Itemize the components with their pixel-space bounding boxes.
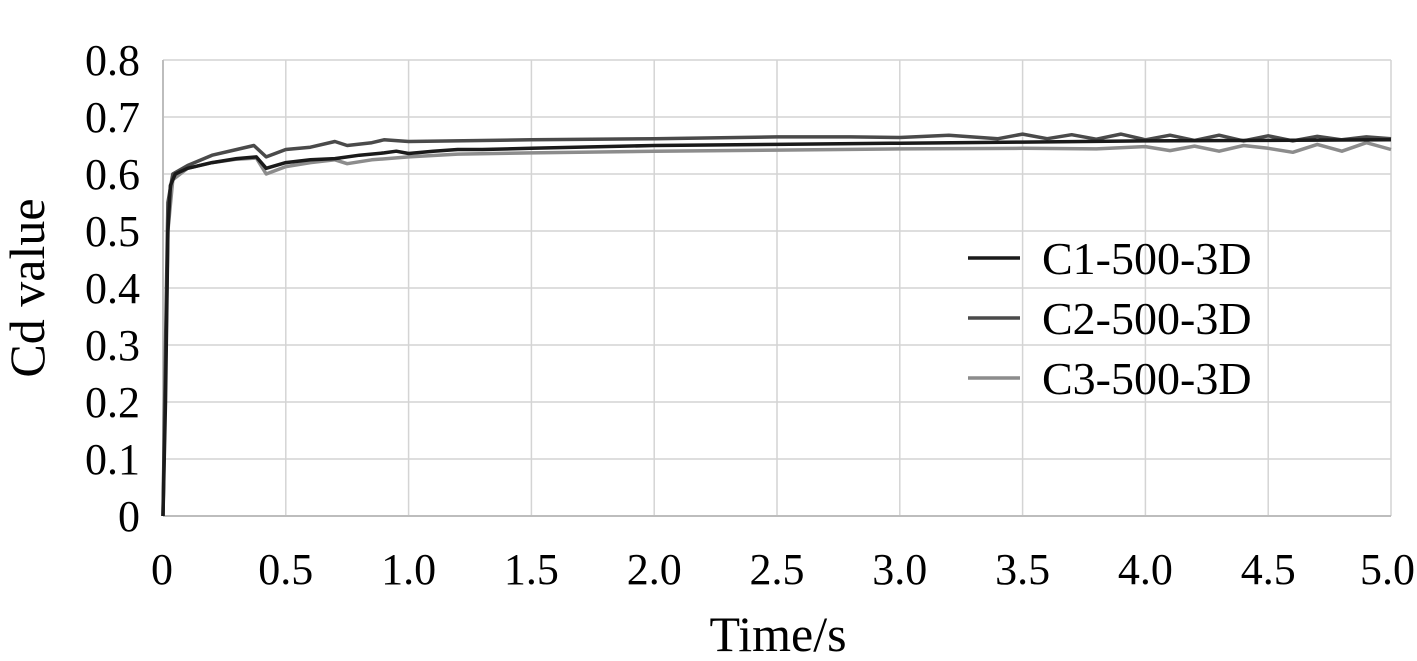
series-lines [161,132,1392,517]
y-tick-label: 0.7 [85,93,140,142]
y-tick-label: 0.2 [85,378,140,427]
y-tick-label: 0.8 [85,36,140,85]
x-tick-label: 5.0 [1360,545,1415,594]
x-axis-title: Time/s [709,606,846,661]
y-tick-label: 0.4 [85,264,140,313]
y-tick-label: 0.5 [85,207,140,256]
x-tick-label: 3.0 [872,545,927,594]
y-tick-label: 0.6 [85,150,140,199]
y-tick-label: 0 [118,492,140,541]
y-tick-label: 0.3 [85,321,140,370]
x-tick-label: 2.0 [627,545,682,594]
y-tick-label: 0.1 [85,435,140,484]
grid-lines [162,59,1392,517]
x-tick-label: 4.0 [1118,545,1173,594]
x-tick-label: 0 [151,545,173,594]
tick-labels: 0 0.5 1.0 1.5 2.0 2.5 3.0 3.5 4.0 4.5 5.0 0 0.1 0.2 0.… [85,36,1415,594]
legend-label: C1-500-3D [1042,233,1252,284]
legend: C1-500-3D C2-500-3D C3-500-3D [968,233,1252,404]
x-tick-label: 1.5 [504,545,559,594]
x-tick-label: 1.0 [381,545,436,594]
legend-label: C3-500-3D [1042,353,1252,404]
legend-label: C2-500-3D [1042,293,1252,344]
x-tick-label: 3.5 [995,545,1050,594]
x-tick-label: 0.5 [258,545,313,594]
x-tick-label: 4.5 [1241,545,1296,594]
series-line-C1-500-3D [161,138,1392,517]
x-tick-label: 2.5 [750,545,805,594]
y-axis-title: Cd value [0,198,55,377]
